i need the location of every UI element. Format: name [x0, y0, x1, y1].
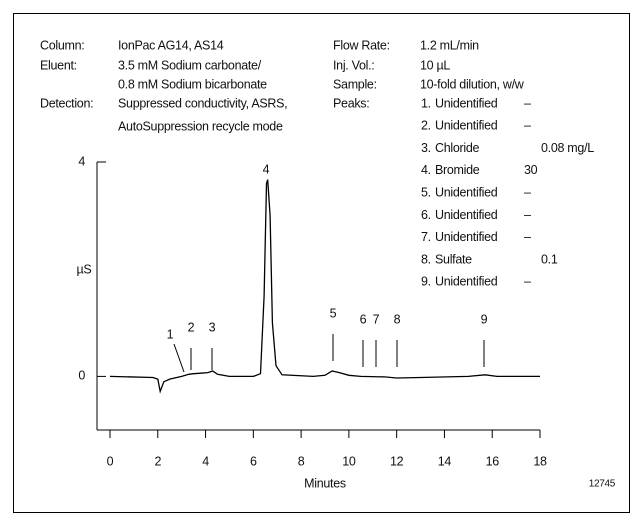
condition-label: Flow Rate: — [333, 38, 390, 52]
peak-name: Unidentified — [435, 208, 498, 222]
y-tick-label: 4 — [78, 154, 85, 168]
x-tick-label: 8 — [298, 454, 305, 468]
peak-amount: 30 — [524, 163, 538, 177]
peak-name: Unidentified — [435, 275, 498, 289]
condition-value: 3.5 mM Sodium carbonate/ — [118, 58, 262, 72]
y-tick-label: 0 — [78, 369, 85, 383]
condition-label: Column: — [40, 38, 84, 52]
x-tick-label: 2 — [154, 454, 161, 468]
condition-label: Inj. Vol.: — [333, 58, 374, 72]
peak-amount: – — [524, 119, 531, 133]
condition-value: 0.8 mM Sodium bicarbonate — [118, 77, 267, 91]
peak-number: 5. — [421, 185, 431, 199]
y-axis-label: µS — [77, 262, 92, 276]
peak-number: 4. — [421, 163, 431, 177]
x-tick-label: 0 — [107, 454, 114, 468]
x-tick-label: 18 — [533, 454, 547, 468]
peak-amount: 0.08 mg/L — [541, 141, 594, 155]
peak-number: 8. — [421, 252, 431, 266]
peak-name: Sulfate — [435, 252, 472, 266]
peak-name: Unidentified — [435, 230, 498, 244]
figure-number: 12745 — [589, 479, 616, 490]
peak-name: Unidentified — [435, 96, 498, 110]
peaks-label: Peaks: — [333, 96, 369, 110]
peak-label: 4 — [263, 162, 270, 176]
condition-label: Detection: — [40, 96, 93, 110]
peak-number: 1. — [421, 96, 431, 110]
peak-number: 2. — [421, 119, 431, 133]
peak-label: 9 — [481, 312, 488, 326]
peak-label: 2 — [188, 320, 195, 334]
peak-label: 1 — [167, 327, 174, 341]
x-axis-label: Minutes — [304, 476, 346, 490]
peak-label: 8 — [394, 312, 401, 326]
x-tick-label: 12 — [390, 454, 404, 468]
peak-label: 6 — [360, 312, 367, 326]
frame — [13, 13, 630, 513]
x-tick-label: 6 — [250, 454, 257, 468]
peak-amount: – — [524, 230, 531, 244]
peak-label: 7 — [373, 312, 380, 326]
peak-amount: – — [524, 96, 531, 110]
condition-label: Sample: — [333, 77, 377, 91]
x-tick-label: 4 — [202, 454, 209, 468]
condition-value: 1.2 mL/min — [420, 38, 479, 52]
peak-amount: 0.1 — [541, 252, 558, 266]
peak-amount: – — [524, 275, 531, 289]
peak-marker — [173, 343, 185, 373]
peak-name: Unidentified — [435, 119, 498, 133]
peak-number: 9. — [421, 275, 431, 289]
peak-label: 3 — [209, 320, 216, 334]
condition-value: Suppressed conductivity, ASRS, — [118, 96, 287, 110]
x-tick-label: 14 — [438, 454, 452, 468]
x-tick-label: 16 — [486, 454, 500, 468]
peak-name: Bromide — [435, 163, 480, 177]
peak-amount: – — [524, 208, 531, 222]
condition-label: Eluent: — [40, 58, 77, 72]
peak-number: 3. — [421, 141, 431, 155]
peak-amount: – — [524, 185, 531, 199]
peak-number: 7. — [421, 230, 431, 244]
x-tick-label: 10 — [342, 454, 356, 468]
peak-label: 5 — [330, 306, 337, 320]
peak-number: 6. — [421, 208, 431, 222]
condition-value: 10 µL — [420, 58, 450, 72]
peak-name: Chloride — [435, 141, 479, 155]
peak-name: Unidentified — [435, 185, 498, 199]
condition-value: IonPac AG14, AS14 — [118, 38, 224, 52]
condition-value: AutoSuppression recycle mode — [118, 119, 283, 133]
trace — [109, 179, 540, 394]
condition-value: 10-fold dilution, w/w — [420, 77, 525, 91]
